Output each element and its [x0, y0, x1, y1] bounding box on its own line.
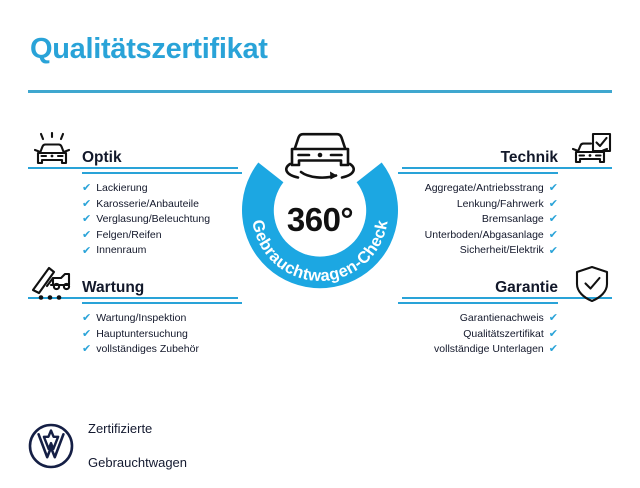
- page-title: Qualitätszertifikat: [30, 33, 268, 65]
- shield-check-icon: [570, 264, 614, 304]
- list-item-label: vollständiges Zubehör: [96, 343, 199, 356]
- list-item: ✔ Hauptuntersuchung: [82, 327, 242, 343]
- section-garantie-title: Garantie: [495, 279, 558, 296]
- section-optik-header: Optik: [82, 148, 242, 174]
- check-icon: ✔: [548, 229, 558, 242]
- section-garantie-underline: [398, 302, 558, 304]
- section-optik: Optik ✔ Lackierung ✔ Karosserie/Anbauteile…: [82, 148, 242, 259]
- check-icon: ✔: [82, 197, 92, 210]
- list-item-label: Karosserie/Anbauteile: [96, 197, 199, 210]
- check-icon: ✔: [82, 343, 92, 356]
- list-item-label: Bremsanlage: [481, 213, 544, 226]
- list-item: Sicherheit/Elektrik ✔: [398, 243, 558, 259]
- section-garantie-header: Garantie: [398, 278, 558, 304]
- list-item-label: Felgen/Reifen: [96, 228, 162, 241]
- check-icon: ✔: [548, 244, 558, 257]
- footer-brand-text: Zertifizierte Gebrauchtwagen: [88, 403, 187, 488]
- section-wartung-title: Wartung: [82, 279, 145, 296]
- list-item: Qualitätszertifikat ✔: [398, 327, 558, 343]
- mid-divider-left-lower: [28, 297, 238, 299]
- list-item-label: Verglasung/Beleuchtung: [96, 213, 211, 226]
- list-item-label: Lenkung/Fahrwerk: [456, 197, 544, 210]
- check-icon: ✔: [82, 229, 92, 242]
- check-icon: ✔: [548, 343, 558, 356]
- car-lift-icon: [27, 264, 77, 304]
- section-technik-list: Aggregate/Antriebsstrang ✔ Lenkung/Fahrwe…: [398, 181, 558, 259]
- mid-divider-right: [402, 167, 612, 169]
- section-optik-underline: [82, 172, 242, 174]
- check-icon: ✔: [548, 182, 558, 195]
- list-item: ✔ Felgen/Reifen: [82, 228, 242, 244]
- list-item-label: vollständige Unterlagen: [434, 343, 544, 356]
- list-item: ✔ Lackierung: [82, 181, 242, 197]
- list-item: vollständige Unterlagen ✔: [398, 342, 558, 358]
- 360-check-badge: Gebrauchtwagen-Check 360°: [225, 118, 415, 308]
- list-item: Bremsanlage ✔: [398, 212, 558, 228]
- title-divider: [28, 90, 612, 93]
- list-item-label: Unterboden/Abgasanlage: [424, 228, 544, 241]
- list-item-label: Sicherheit/Elektrik: [459, 244, 544, 257]
- list-item: Unterboden/Abgasanlage ✔: [398, 228, 558, 244]
- section-garantie: Garantie Garantienachweis ✔ Qualitätszert…: [398, 278, 558, 358]
- list-item: ✔ vollständiges Zubehör: [82, 342, 242, 358]
- list-item: ✔ Wartung/Inspektion: [82, 311, 242, 327]
- check-icon: ✔: [82, 327, 92, 340]
- list-item-label: Innenraum: [96, 244, 147, 257]
- list-item: ✔ Karosserie/Anbauteile: [82, 197, 242, 213]
- section-technik-underline: [398, 172, 558, 174]
- section-technik-title: Technik: [500, 149, 558, 166]
- mid-divider-left: [28, 167, 238, 169]
- check-icon: ✔: [82, 213, 92, 226]
- check-icon: ✔: [82, 244, 92, 257]
- list-item: Lenkung/Fahrwerk ✔: [398, 197, 558, 213]
- check-icon: ✔: [548, 197, 558, 210]
- check-icon: ✔: [82, 182, 92, 195]
- section-technik-header: Technik: [398, 148, 558, 174]
- section-wartung-underline: [82, 302, 242, 304]
- car-rotation-icon: [285, 132, 355, 180]
- list-item-label: Hauptuntersuchung: [96, 327, 188, 340]
- list-item-label: Qualitätszertifikat: [463, 327, 544, 340]
- check-icon: ✔: [548, 312, 558, 325]
- check-icon: ✔: [548, 327, 558, 340]
- section-wartung: Wartung ✔ Wartung/Inspektion ✔ Hauptunters…: [82, 278, 242, 358]
- section-optik-list: ✔ Lackierung ✔ Karosserie/Anbauteile ✔ Verg…: [82, 181, 242, 259]
- list-item: ✔ Verglasung/Beleuchtung: [82, 212, 242, 228]
- list-item: Aggregate/Antriebsstrang ✔: [398, 181, 558, 197]
- list-item: Garantienachweis ✔: [398, 311, 558, 327]
- list-item: ✔ Innenraum: [82, 243, 242, 259]
- vw-logo-icon: [28, 423, 74, 469]
- list-item-label: Aggregate/Antriebsstrang: [424, 182, 544, 194]
- mid-divider-right-lower: [402, 297, 612, 299]
- section-wartung-header: Wartung: [82, 278, 242, 304]
- check-icon: ✔: [548, 213, 558, 226]
- section-garantie-list: Garantienachweis ✔ Qualitätszertifikat ✔ v…: [398, 311, 558, 358]
- car-checkbox-icon: [565, 132, 615, 172]
- car-shine-icon: [27, 131, 77, 172]
- list-item-label: Wartung/Inspektion: [96, 312, 187, 324]
- section-technik: Technik Aggregate/Antriebsstrang ✔ Lenkun…: [398, 148, 558, 259]
- footer-brand: Zertifizierte Gebrauchtwagen: [28, 403, 187, 488]
- section-wartung-list: ✔ Wartung/Inspektion ✔ Hauptuntersuchung ✔…: [82, 311, 242, 358]
- footer-line-1: Zertifizierte: [88, 421, 153, 436]
- badge-ring: [242, 162, 398, 289]
- list-item-label: Lackierung: [96, 182, 148, 194]
- check-icon: ✔: [82, 312, 92, 325]
- list-item-label: Garantienachweis: [459, 312, 544, 324]
- section-optik-title: Optik: [82, 149, 122, 166]
- footer-line-2: Gebrauchtwagen: [88, 455, 188, 470]
